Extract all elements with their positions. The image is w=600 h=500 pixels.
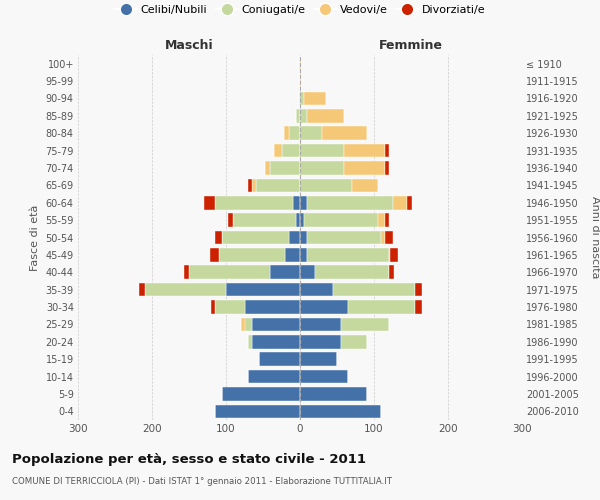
Bar xyxy=(293,196,300,209)
Bar xyxy=(245,300,300,314)
Bar xyxy=(252,335,300,348)
Bar xyxy=(307,248,389,262)
Bar xyxy=(289,230,300,244)
Bar xyxy=(382,230,385,244)
Bar xyxy=(315,266,389,279)
Bar xyxy=(184,266,189,279)
Bar xyxy=(211,300,215,314)
Bar xyxy=(344,161,385,175)
Bar xyxy=(226,283,300,296)
Bar xyxy=(300,57,301,70)
Bar xyxy=(385,230,392,244)
Bar xyxy=(348,300,415,314)
Bar xyxy=(145,283,226,296)
Text: Maschi: Maschi xyxy=(164,38,214,52)
Bar xyxy=(300,126,322,140)
Bar xyxy=(252,178,256,192)
Bar xyxy=(139,283,145,296)
Bar xyxy=(334,283,415,296)
Bar xyxy=(265,161,271,175)
Bar xyxy=(304,92,326,105)
Bar xyxy=(307,230,382,244)
Bar xyxy=(296,214,300,227)
Bar xyxy=(284,126,289,140)
Y-axis label: Fasce di età: Fasce di età xyxy=(30,204,40,270)
Bar xyxy=(300,387,367,400)
Bar xyxy=(299,92,300,105)
Bar xyxy=(307,109,344,122)
Bar xyxy=(300,352,337,366)
Bar xyxy=(300,144,344,158)
Bar xyxy=(300,74,301,88)
Bar xyxy=(248,335,252,348)
Bar xyxy=(256,178,300,192)
Bar xyxy=(233,214,296,227)
Bar xyxy=(300,161,344,175)
Bar xyxy=(300,283,334,296)
Bar xyxy=(300,248,307,262)
Bar xyxy=(300,370,348,384)
Y-axis label: Anni di nascita: Anni di nascita xyxy=(590,196,600,279)
Bar xyxy=(300,178,352,192)
Bar xyxy=(215,404,300,418)
Bar xyxy=(259,352,300,366)
Bar xyxy=(271,161,300,175)
Bar xyxy=(289,126,300,140)
Text: COMUNE DI TERRICCIOLA (PI) - Dati ISTAT 1° gennaio 2011 - Elaborazione TUTTITALI: COMUNE DI TERRICCIOLA (PI) - Dati ISTAT … xyxy=(12,478,392,486)
Bar xyxy=(300,196,307,209)
Bar xyxy=(274,144,281,158)
Bar xyxy=(222,230,289,244)
Bar xyxy=(415,283,422,296)
Bar xyxy=(215,230,222,244)
Bar xyxy=(296,109,300,122)
Bar xyxy=(300,230,307,244)
Bar xyxy=(385,161,389,175)
Bar xyxy=(218,248,285,262)
Bar xyxy=(300,214,304,227)
Text: Popolazione per età, sesso e stato civile - 2011: Popolazione per età, sesso e stato civil… xyxy=(12,452,366,466)
Bar xyxy=(215,196,293,209)
Bar xyxy=(248,370,300,384)
Bar xyxy=(271,266,300,279)
Bar xyxy=(210,248,218,262)
Bar xyxy=(322,126,367,140)
Bar xyxy=(300,92,304,105)
Bar xyxy=(415,300,422,314)
Bar xyxy=(300,300,348,314)
Bar xyxy=(241,318,245,331)
Bar xyxy=(300,109,307,122)
Bar xyxy=(407,196,412,209)
Bar xyxy=(248,178,252,192)
Bar xyxy=(300,404,382,418)
Bar xyxy=(378,214,385,227)
Bar xyxy=(344,144,385,158)
Bar xyxy=(341,335,367,348)
Bar xyxy=(352,178,378,192)
Bar xyxy=(300,318,341,331)
Bar xyxy=(392,196,407,209)
Bar xyxy=(252,318,300,331)
Bar xyxy=(299,57,300,70)
Bar xyxy=(281,144,300,158)
Bar xyxy=(389,248,390,262)
Bar xyxy=(389,266,394,279)
Bar xyxy=(245,318,252,331)
Bar xyxy=(385,144,389,158)
Text: Femmine: Femmine xyxy=(379,38,443,52)
Bar xyxy=(304,214,378,227)
Bar xyxy=(385,214,389,227)
Bar xyxy=(300,335,341,348)
Bar xyxy=(307,196,392,209)
Bar xyxy=(215,300,245,314)
Bar xyxy=(189,266,271,279)
Legend: Celibi/Nubili, Coniugati/e, Vedovi/e, Divorziati/e: Celibi/Nubili, Coniugati/e, Vedovi/e, Di… xyxy=(110,0,490,20)
Bar xyxy=(341,318,389,331)
Bar xyxy=(300,266,315,279)
Bar xyxy=(222,387,300,400)
Bar xyxy=(204,196,215,209)
Bar xyxy=(285,248,300,262)
Bar xyxy=(390,248,398,262)
Bar xyxy=(228,214,233,227)
